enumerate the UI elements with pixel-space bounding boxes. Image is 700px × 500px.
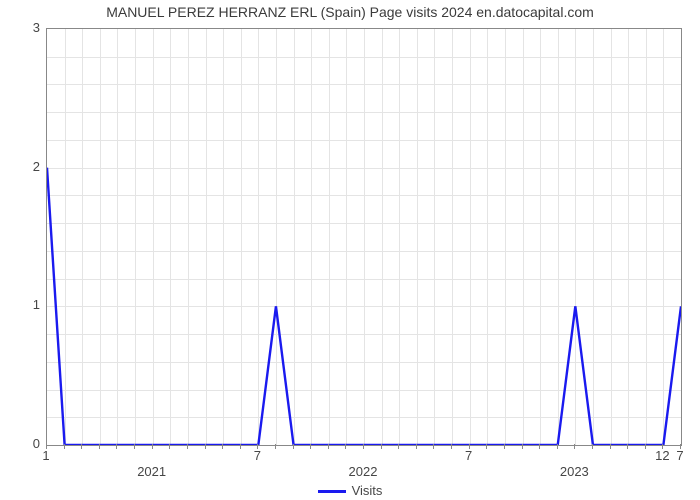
x-tick	[310, 444, 311, 449]
x-tick	[134, 444, 135, 449]
x-major-label: 2021	[137, 464, 166, 479]
x-tick	[416, 444, 417, 449]
y-tick-label: 3	[4, 20, 40, 35]
x-tick	[205, 444, 206, 449]
x-tick	[574, 444, 575, 449]
x-tick	[257, 444, 258, 449]
x-tick	[662, 444, 663, 449]
plot-area	[46, 28, 682, 446]
x-tick	[363, 444, 364, 449]
x-tick-label: 1	[42, 448, 49, 463]
line-series	[47, 29, 681, 445]
x-tick	[345, 444, 346, 449]
x-tick	[152, 444, 153, 449]
x-tick	[486, 444, 487, 449]
legend: Visits	[0, 483, 700, 498]
x-tick	[627, 444, 628, 449]
x-tick-label: 7	[465, 448, 472, 463]
x-tick	[187, 444, 188, 449]
x-tick	[46, 444, 47, 449]
chart-container: MANUEL PEREZ HERRANZ ERL (Spain) Page vi…	[0, 0, 700, 500]
x-tick	[222, 444, 223, 449]
x-tick	[433, 444, 434, 449]
y-tick-label: 2	[4, 159, 40, 174]
x-major-label: 2023	[560, 464, 589, 479]
y-tick-label: 1	[4, 297, 40, 312]
x-tick	[398, 444, 399, 449]
y-tick-label: 0	[4, 436, 40, 451]
x-tick	[469, 444, 470, 449]
x-tick-label: 7	[676, 448, 683, 463]
x-tick-label: 12	[655, 448, 669, 463]
x-tick	[275, 444, 276, 449]
x-tick-label: 7	[254, 448, 261, 463]
x-tick	[64, 444, 65, 449]
x-tick	[504, 444, 505, 449]
x-tick	[81, 444, 82, 449]
x-tick	[680, 444, 681, 449]
x-tick	[99, 444, 100, 449]
chart-title: MANUEL PEREZ HERRANZ ERL (Spain) Page vi…	[0, 4, 700, 20]
x-tick	[381, 444, 382, 449]
x-tick	[293, 444, 294, 449]
x-tick	[116, 444, 117, 449]
legend-label: Visits	[352, 483, 383, 498]
x-tick	[592, 444, 593, 449]
x-tick	[451, 444, 452, 449]
x-major-label: 2022	[349, 464, 378, 479]
x-tick	[557, 444, 558, 449]
x-tick	[539, 444, 540, 449]
x-tick	[328, 444, 329, 449]
legend-swatch	[318, 490, 346, 493]
x-tick	[240, 444, 241, 449]
x-tick	[645, 444, 646, 449]
x-tick	[610, 444, 611, 449]
x-tick	[169, 444, 170, 449]
x-tick	[522, 444, 523, 449]
